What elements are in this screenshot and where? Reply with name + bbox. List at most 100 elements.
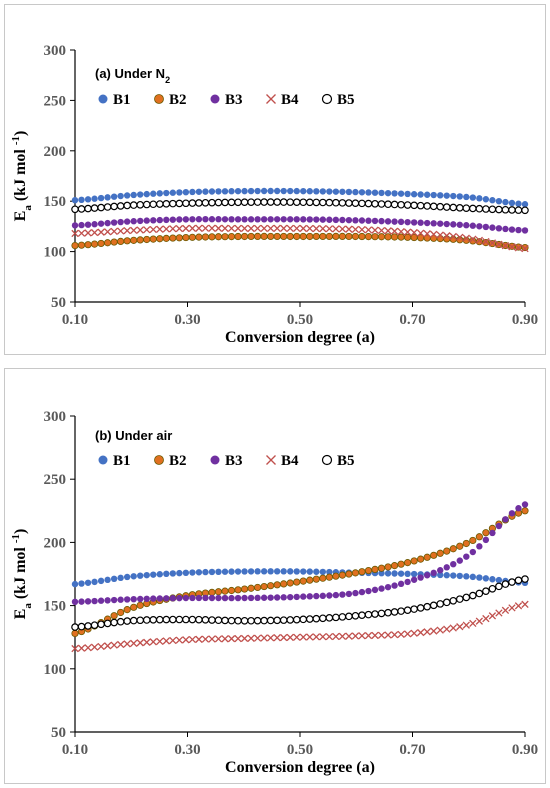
chart-b-y-tick-label: 200 [44,535,67,551]
chart-b-point-b5 [175,615,184,624]
chart-b-point-b2 [397,560,405,568]
chart-b-point-b5 [371,610,379,618]
chart-a-point-b4 [182,224,190,233]
chart-a-point-b5 [410,201,418,210]
chart-a-point-b4 [358,225,366,234]
chart-a-point-b1 [71,196,79,204]
chart-b-point-b4 [501,606,510,614]
chart-a-point-b5 [403,201,412,209]
chart-a-point-b2 [143,235,151,244]
chart-a-point-b2 [149,235,157,243]
chart-b-point-b5 [260,616,268,625]
chart-b-y-tick-label: 50 [51,725,66,741]
chart-a-legend-label-b2: B2 [169,92,187,108]
chart-a-x-tick-label: 0.50 [287,312,313,328]
chart-a-point-b4 [149,225,157,234]
chart-b-point-b2 [123,606,131,614]
chart-a-point-b1 [104,194,111,201]
chart-b-point-b4 [149,638,157,646]
chart-a-point-b1 [345,188,353,196]
chart-a-point-b4 [332,225,340,233]
chart-b-point-b1 [176,569,183,577]
chart-a-point-b2 [156,235,164,243]
chart-a-point-b1 [228,188,235,195]
chart-a-point-b3 [365,217,372,224]
chart-a-point-b2 [358,232,366,241]
chart-a-point-b3 [260,216,268,223]
chart-a-point-b1 [371,189,379,196]
chart-b-point-b5 [449,596,458,605]
chart-b-point-b3 [495,522,503,530]
chart-b-point-b4 [403,630,412,638]
chart-a-point-b3 [202,215,209,223]
chart-a-point-b5 [377,200,386,208]
chart-a-point-b5 [97,203,105,212]
chart-b-point-b4 [266,634,275,642]
chart-a-point-b1 [502,198,509,206]
chart-a-point-b4 [234,224,242,233]
chart-b-point-b5 [416,604,425,612]
chart-a-point-b1 [300,187,307,195]
chart-a-series-b2 [71,232,529,252]
chart-b-legend-item-b2: B2 [154,453,187,469]
chart-b-point-b5 [103,619,112,628]
chart-b-point-b1 [404,570,411,578]
chart-a-point-b4 [195,224,203,232]
chart-b-point-b2 [306,576,314,584]
chart-a-point-b4 [240,224,249,233]
chart-a-point-b1 [515,200,522,207]
chart-b-point-b1 [163,570,170,578]
chart-a-point-b4 [306,224,314,233]
chart-a-point-b1 [84,196,92,203]
chart-b-point-b3 [384,583,392,591]
chart-a-point-b3 [143,217,150,224]
chart-a-point-b1 [437,192,444,199]
chart-a-point-b3 [117,218,124,226]
chart-a-point-b5 [423,202,431,210]
chart-a-legend-marker-b5 [321,93,333,105]
chart-b-point-b2 [332,572,340,580]
chart-a-point-b1 [169,189,177,196]
chart-b-legend-marker-b1 [98,455,108,465]
chart-b-point-b2 [384,563,392,571]
chart-a-point-b1 [417,191,424,198]
chart-b-point-b4 [253,634,262,642]
chart-a-point-b2 [247,232,255,241]
chart-b-point-b5 [429,601,438,610]
chart-a-point-b2 [117,237,125,246]
chart-a-point-b5 [201,198,210,207]
chart-a-point-b3 [495,225,503,232]
chart-a-legend-marker-b1 [98,94,108,104]
chart-a-point-b4 [286,224,294,233]
chart-b-point-b5 [403,606,412,614]
chart-b-point-b1 [293,568,300,575]
chart-b-point-b3 [91,597,98,605]
chart-a-point-b2 [299,232,307,241]
chart-b-series-b5 [71,575,529,631]
chart-b-point-b3 [150,595,157,602]
chart-b-point-b5 [266,616,275,625]
chart-a-point-b4 [325,225,334,233]
chart-a-legend-marker-b4 [266,94,276,104]
chart-b-point-b2 [377,564,386,572]
chart-a-point-b1 [78,196,85,204]
chart-a-point-b1 [110,193,118,200]
chart-b-point-b3 [241,594,248,602]
chart-b-legend-marker-b5 [321,454,333,466]
chart-b-point-b2 [338,571,346,579]
chart-a-point-b1 [273,187,281,195]
chart-a-point-b5 [384,200,392,209]
chart-a-point-b1 [397,190,405,197]
chart-b-point-b1 [215,568,222,576]
chart-b-point-b4 [377,631,386,639]
chart-a-point-b5 [508,206,516,214]
chart-panel-a: 50 100 150 200 250 300 0.10 0.30 0.50 0.70 0.90 Con… [4,4,546,355]
chart-b-point-b5 [397,607,405,615]
chart-a-point-b4 [312,224,320,233]
chart-b-point-b3 [417,574,424,581]
chart-a-point-b5 [338,199,347,207]
chart-a-legend-item-b1: B1 [98,92,131,108]
chart-a-point-b4 [90,228,99,237]
chart-a-point-b5 [77,205,86,213]
chart-a-legend-marker-b3 [210,94,220,104]
